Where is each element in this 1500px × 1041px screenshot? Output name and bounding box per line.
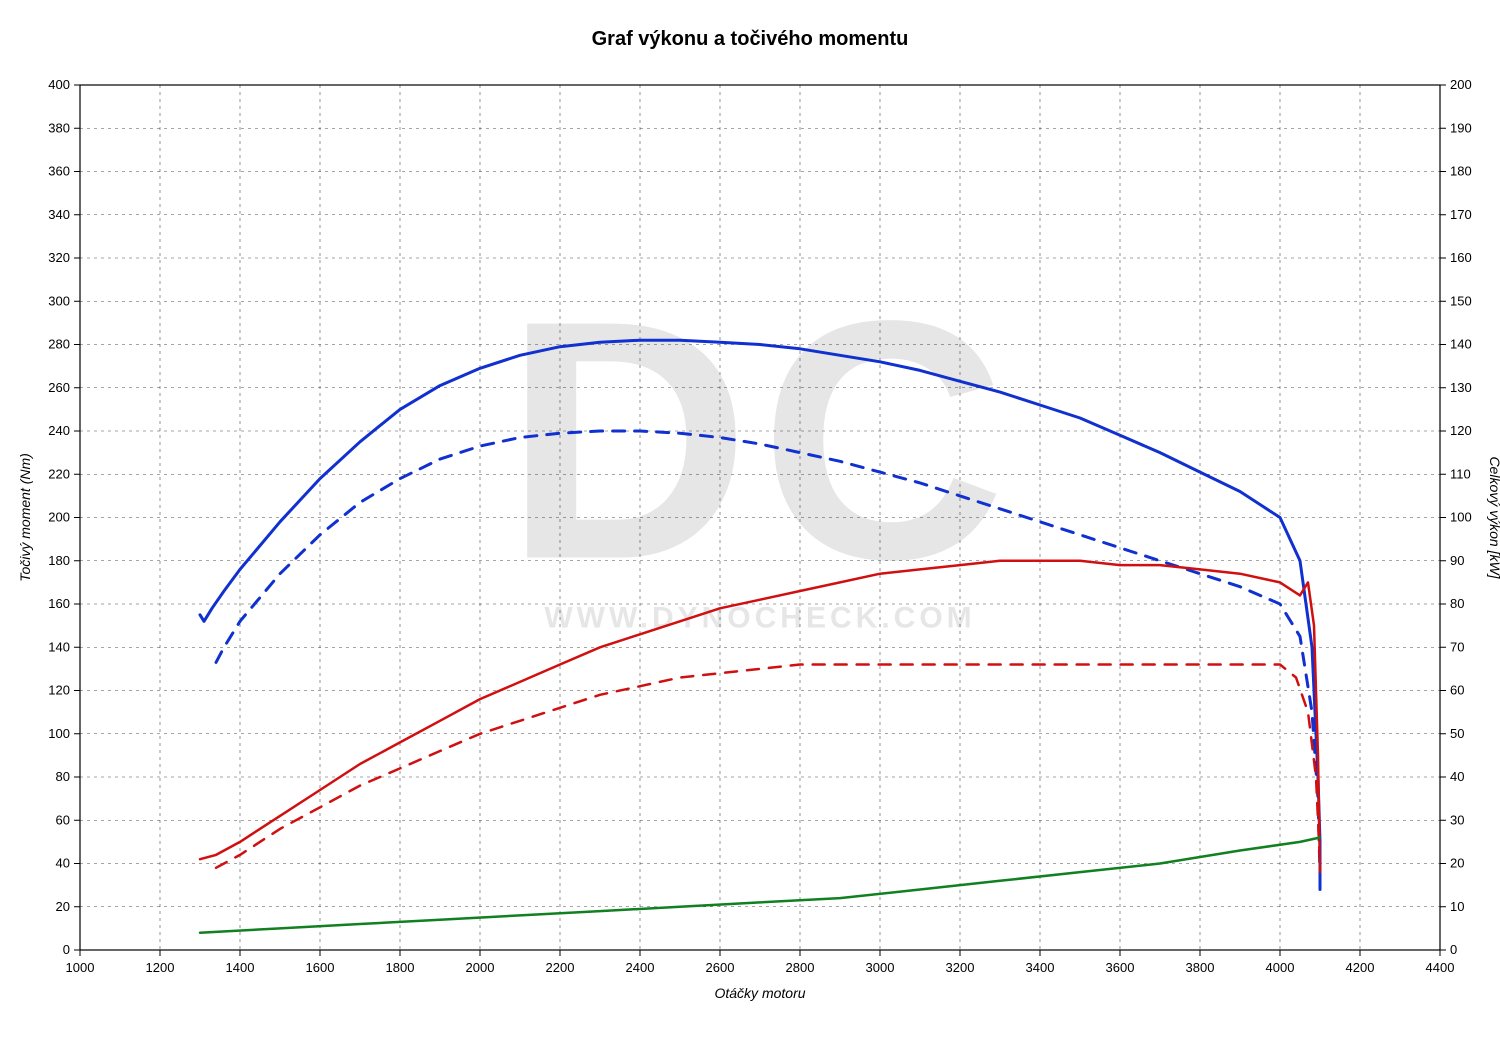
y-right-tick-label: 50 xyxy=(1450,726,1464,741)
x-tick-label: 2600 xyxy=(706,960,735,975)
y-left-tick-label: 340 xyxy=(48,207,70,222)
y-left-tick-label: 300 xyxy=(48,293,70,308)
y-left-tick-label: 240 xyxy=(48,423,70,438)
y-left-tick-label: 140 xyxy=(48,639,70,654)
y-left-tick-label: 80 xyxy=(56,769,70,784)
y-right-tick-label: 150 xyxy=(1450,293,1472,308)
x-tick-label: 4400 xyxy=(1426,960,1455,975)
y-left-tick-label: 280 xyxy=(48,337,70,352)
x-tick-label: 3800 xyxy=(1186,960,1215,975)
y-right-tick-label: 140 xyxy=(1450,337,1472,352)
y-right-tick-label: 180 xyxy=(1450,164,1472,179)
x-tick-label: 2200 xyxy=(546,960,575,975)
watermark: DCWWW.DYNOCHECK.COM xyxy=(504,251,1015,635)
x-tick-label: 1400 xyxy=(226,960,255,975)
x-tick-label: 3600 xyxy=(1106,960,1135,975)
x-tick-label: 2800 xyxy=(786,960,815,975)
x-tick-label: 3400 xyxy=(1026,960,1055,975)
y-left-tick-label: 20 xyxy=(56,899,70,914)
y-left-tick-label: 60 xyxy=(56,812,70,827)
y-right-tick-label: 0 xyxy=(1450,942,1457,957)
y-right-tick-label: 30 xyxy=(1450,812,1464,827)
x-tick-label: 3000 xyxy=(866,960,895,975)
y-left-tick-label: 200 xyxy=(48,510,70,525)
x-axis-label: Otáčky motoru xyxy=(714,985,805,1001)
x-tick-label: 1000 xyxy=(66,960,95,975)
dyno-chart: DCWWW.DYNOCHECK.COM100012001400160018002… xyxy=(0,0,1500,1041)
y-left-tick-label: 220 xyxy=(48,466,70,481)
y-right-tick-label: 200 xyxy=(1450,77,1472,92)
y-right-tick-label: 160 xyxy=(1450,250,1472,265)
y-right-tick-label: 20 xyxy=(1450,856,1464,871)
y-right-tick-label: 60 xyxy=(1450,683,1464,698)
y-right-tick-label: 90 xyxy=(1450,553,1464,568)
y-left-axis-label: Točivý moment (Nm) xyxy=(17,453,33,582)
x-tick-label: 2400 xyxy=(626,960,655,975)
svg-text:WWW.DYNOCHECK.COM: WWW.DYNOCHECK.COM xyxy=(544,602,975,635)
y-right-tick-label: 190 xyxy=(1450,120,1472,135)
y-left-tick-label: 120 xyxy=(48,683,70,698)
y-right-tick-label: 100 xyxy=(1450,510,1472,525)
y-right-tick-label: 40 xyxy=(1450,769,1464,784)
y-right-tick-label: 130 xyxy=(1450,380,1472,395)
x-tick-label: 4000 xyxy=(1266,960,1295,975)
y-left-tick-label: 180 xyxy=(48,553,70,568)
y-left-tick-label: 360 xyxy=(48,164,70,179)
y-right-axis-label: Celkový výkon [kW] xyxy=(1487,456,1500,579)
x-tick-label: 2000 xyxy=(466,960,495,975)
svg-text:DC: DC xyxy=(504,251,1015,631)
x-tick-label: 4200 xyxy=(1346,960,1375,975)
y-right-tick-label: 70 xyxy=(1450,639,1464,654)
chart-svg: DCWWW.DYNOCHECK.COM100012001400160018002… xyxy=(0,0,1500,1041)
y-right-tick-label: 10 xyxy=(1450,899,1464,914)
y-left-tick-label: 400 xyxy=(48,77,70,92)
y-left-tick-label: 160 xyxy=(48,596,70,611)
y-left-tick-label: 0 xyxy=(63,942,70,957)
y-right-tick-label: 110 xyxy=(1450,466,1471,481)
y-right-tick-label: 80 xyxy=(1450,596,1464,611)
x-tick-label: 3200 xyxy=(946,960,975,975)
y-right-tick-label: 120 xyxy=(1450,423,1472,438)
x-tick-label: 1200 xyxy=(146,960,175,975)
y-left-tick-label: 260 xyxy=(48,380,70,395)
y-left-tick-label: 320 xyxy=(48,250,70,265)
x-tick-label: 1800 xyxy=(386,960,415,975)
y-left-tick-label: 40 xyxy=(56,856,70,871)
y-right-tick-label: 170 xyxy=(1450,207,1472,222)
chart-title: Graf výkonu a točivého momentu xyxy=(592,28,909,50)
y-left-tick-label: 100 xyxy=(48,726,70,741)
y-left-tick-label: 380 xyxy=(48,120,70,135)
x-tick-label: 1600 xyxy=(306,960,335,975)
